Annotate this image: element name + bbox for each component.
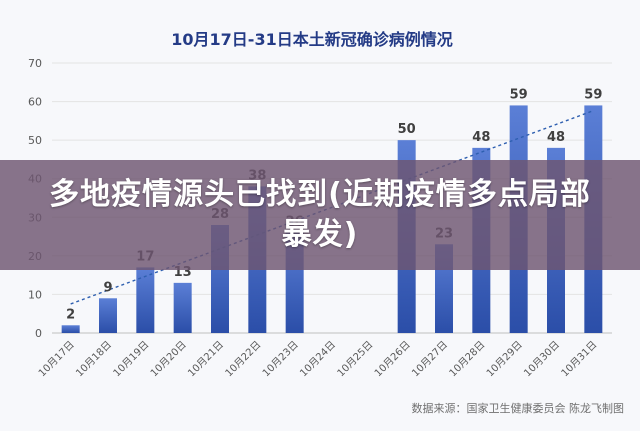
x-tick-label: 10月21日 <box>185 339 226 380</box>
data-label: 59 <box>510 87 528 102</box>
x-tick-label: 10月24日 <box>297 339 338 380</box>
x-tick-label: 10月25日 <box>335 339 376 380</box>
x-tick-label: 10月31日 <box>559 339 600 380</box>
x-tick-label: 10月30日 <box>521 339 562 380</box>
y-tick-label: 60 <box>28 96 42 109</box>
x-tick-label: 10月18日 <box>73 339 114 380</box>
bar <box>173 282 192 333</box>
bar <box>99 298 117 333</box>
x-tick-label: 10月28日 <box>447 339 488 380</box>
y-tick-label: 10 <box>28 288 42 301</box>
data-label: 9 <box>103 280 112 295</box>
y-tick-label: 0 <box>35 327 42 340</box>
x-tick-label: 10月23日 <box>260 339 301 380</box>
x-tick-label: 10月20日 <box>148 339 189 380</box>
headline-text: 多地疫情源头已找到(近期疫情多点局部暴发) <box>49 177 591 252</box>
x-tick-label: 10月27日 <box>409 339 450 380</box>
headline-banner: 多地疫情源头已找到(近期疫情多点局部暴发) <box>0 160 640 270</box>
y-tick-label: 50 <box>28 134 42 147</box>
chart-title: 10月17日-31日本土新冠确诊病例情况 <box>171 30 452 49</box>
data-label: 48 <box>472 130 490 145</box>
bar <box>136 267 155 333</box>
y-tick-label: 70 <box>28 57 42 70</box>
data-source-credit: 数据来源：国家卫生健康委员会 陈龙飞制图 <box>411 402 625 415</box>
x-tick-label: 10月29日 <box>484 339 525 380</box>
data-label: 59 <box>584 87 602 102</box>
x-tick-label: 10月17日 <box>36 339 77 380</box>
data-label: 2 <box>66 307 75 322</box>
x-tick-label: 10月22日 <box>223 339 264 380</box>
x-tick-label: 10月26日 <box>372 339 413 380</box>
data-label: 48 <box>547 130 565 145</box>
bar <box>61 325 80 333</box>
data-label: 50 <box>398 122 416 137</box>
x-axis: 10月17日10月18日10月19日10月20日10月21日10月22日10月2… <box>36 339 599 380</box>
x-tick-label: 10月19日 <box>111 339 152 380</box>
